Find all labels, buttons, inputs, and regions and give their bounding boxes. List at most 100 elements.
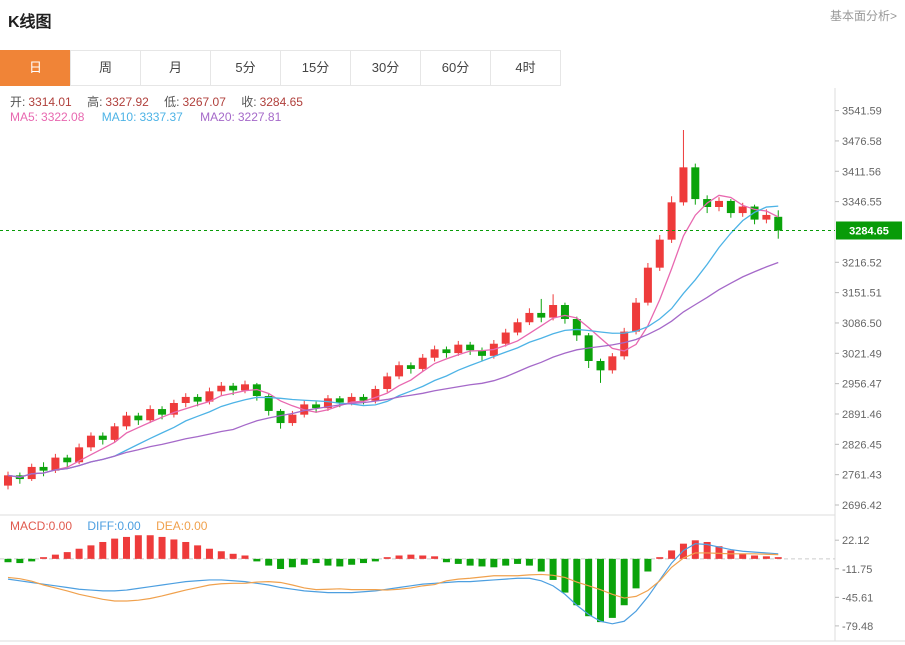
candle-body[interactable] xyxy=(110,426,119,440)
candle-body[interactable] xyxy=(276,410,285,424)
candle-body[interactable] xyxy=(572,319,581,336)
y-tick-label: 3541.59 xyxy=(842,106,882,118)
period-tab-6[interactable]: 30分 xyxy=(350,50,421,86)
candle-body[interactable] xyxy=(632,302,641,332)
candle-body[interactable] xyxy=(98,435,107,440)
macd-histogram xyxy=(4,535,782,623)
candle-body[interactable] xyxy=(726,200,735,214)
candle-body[interactable] xyxy=(217,385,226,392)
candle-body[interactable] xyxy=(134,415,143,421)
candle-body[interactable] xyxy=(738,206,747,214)
ma10-legend: MA10: 3337.37 xyxy=(101,110,183,124)
macd-bar xyxy=(656,557,664,559)
macd-bar xyxy=(703,541,711,559)
candle-body[interactable] xyxy=(549,305,558,318)
candle-body[interactable] xyxy=(312,404,321,409)
candle-body[interactable] xyxy=(51,457,60,471)
candle-body[interactable] xyxy=(323,398,332,409)
candle-body[interactable] xyxy=(193,396,202,402)
candle-body[interactable] xyxy=(537,312,546,318)
candle-body[interactable] xyxy=(241,384,249,391)
ma5-line xyxy=(7,194,779,478)
candle-body[interactable] xyxy=(146,409,155,421)
macd-bar xyxy=(644,558,652,572)
candle-body[interactable] xyxy=(466,344,475,351)
period-tab-7[interactable]: 60分 xyxy=(420,50,491,86)
candle-body[interactable] xyxy=(63,457,72,463)
candle-body[interactable] xyxy=(406,365,415,369)
macd-bar xyxy=(28,558,36,562)
candle-body[interactable] xyxy=(395,365,404,377)
candle-body[interactable] xyxy=(513,322,522,333)
candle-body[interactable] xyxy=(501,332,510,344)
candle-body[interactable] xyxy=(667,202,676,240)
candle-body[interactable] xyxy=(359,396,368,401)
candle-body[interactable] xyxy=(27,466,36,480)
candle-body[interactable] xyxy=(478,350,486,356)
macd-bar xyxy=(774,557,782,559)
period-tab-5[interactable]: 15分 xyxy=(280,50,351,86)
candle-body[interactable] xyxy=(264,396,273,411)
candle-body[interactable] xyxy=(596,361,605,371)
candle-body[interactable] xyxy=(75,447,84,463)
candle-body[interactable] xyxy=(560,305,569,319)
macd-bar xyxy=(158,536,166,559)
candle-body[interactable] xyxy=(158,409,167,415)
low-value: 3267.07 xyxy=(182,95,226,109)
current-price-value: 3284.65 xyxy=(849,225,889,237)
candle-body[interactable] xyxy=(371,389,380,401)
macd-bar xyxy=(4,558,12,563)
candle-body[interactable] xyxy=(643,267,652,303)
period-tab-4[interactable]: 5分 xyxy=(210,50,281,86)
candle-body[interactable] xyxy=(181,396,190,403)
macd-bar xyxy=(205,548,213,559)
macd-bar xyxy=(454,558,462,564)
macd-bar xyxy=(632,558,640,589)
candle-body[interactable] xyxy=(655,239,664,268)
macd-bar xyxy=(395,555,403,559)
candle-body[interactable] xyxy=(430,349,439,358)
candle-body[interactable] xyxy=(169,403,178,415)
candle-body[interactable] xyxy=(418,357,427,369)
candle-body[interactable] xyxy=(762,214,771,220)
ma5-legend: MA5: 3322.08 xyxy=(10,110,85,124)
candle-body[interactable] xyxy=(525,312,534,323)
macd-bar xyxy=(537,558,545,572)
candlestick-layer[interactable] xyxy=(4,130,783,490)
macd-bar xyxy=(277,558,285,569)
period-tabs: 日周月 5分 15分 30分 60分 4时 xyxy=(0,50,561,86)
period-tab-1[interactable]: 日 xyxy=(0,50,71,86)
candle-body[interactable] xyxy=(691,167,700,200)
macd-bar xyxy=(549,558,557,580)
macd-bar xyxy=(715,546,723,559)
candle-body[interactable] xyxy=(620,331,629,357)
candle-body[interactable] xyxy=(122,415,131,427)
candle-body[interactable] xyxy=(383,376,392,389)
macd-tick-label: -11.75 xyxy=(842,564,872,576)
candle-body[interactable] xyxy=(39,466,48,471)
candle-body[interactable] xyxy=(4,475,12,486)
candle-body[interactable] xyxy=(442,349,451,354)
macd-value-legend: MACD:0.00 xyxy=(10,519,73,533)
candle-body[interactable] xyxy=(679,167,688,203)
period-tab-3[interactable]: 月 xyxy=(140,50,211,86)
kline-chart[interactable]: 3541.59 3476.58 3411.56 3346.55 3216.52 3151.… xyxy=(0,88,905,645)
candle-body[interactable] xyxy=(86,435,95,448)
period-tab-2[interactable]: 周 xyxy=(70,50,141,86)
period-tab-8[interactable]: 4时 xyxy=(490,50,561,86)
candle-body[interactable] xyxy=(608,356,617,371)
candle-body[interactable] xyxy=(229,385,238,391)
candle-body[interactable] xyxy=(335,398,344,403)
macd-tick-label: -79.48 xyxy=(842,621,873,633)
macd-bar xyxy=(348,558,356,565)
fundamental-analysis-link[interactable]: 基本面分析> xyxy=(829,9,897,23)
candle-body[interactable] xyxy=(774,216,783,231)
macd-bar xyxy=(419,555,427,559)
candle-body[interactable] xyxy=(347,396,356,403)
macd-bar xyxy=(51,554,59,559)
y-tick-label: 2761.43 xyxy=(842,470,882,482)
candle-body[interactable] xyxy=(454,344,463,354)
candle-body[interactable] xyxy=(715,200,723,207)
candle-body[interactable] xyxy=(205,391,214,402)
candle-body[interactable] xyxy=(288,414,297,424)
